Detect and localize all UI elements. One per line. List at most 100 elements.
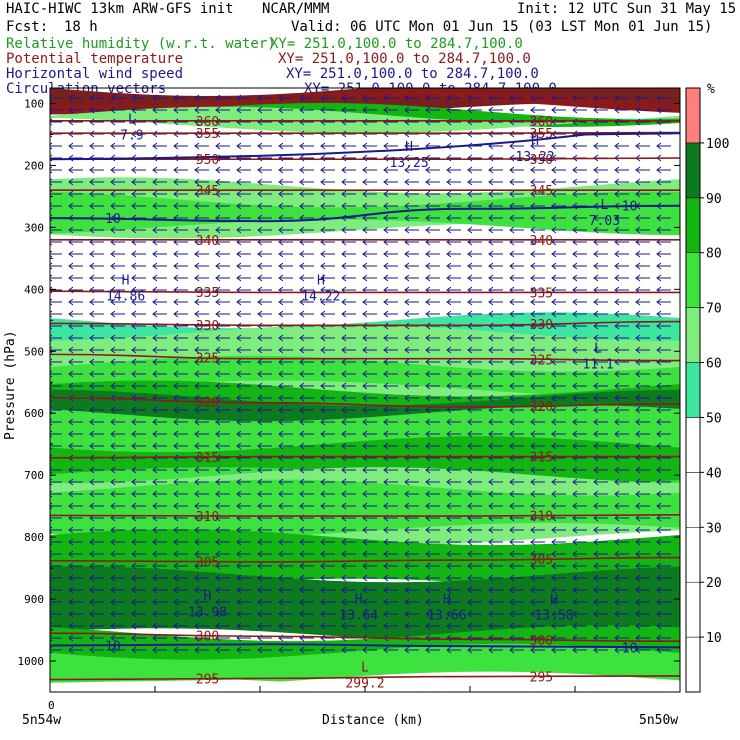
vector-head (404, 274, 410, 282)
vector-head (110, 166, 116, 174)
vector-head (404, 250, 410, 258)
extremum-value: 13.25 (390, 156, 429, 171)
vector-head (383, 442, 389, 450)
vector-head (656, 538, 662, 546)
vector-head (425, 622, 431, 630)
vector-head (362, 178, 368, 186)
vector-head (131, 526, 137, 534)
vector-head (404, 406, 410, 414)
vector-head (194, 118, 200, 126)
vector-head (593, 250, 599, 258)
vector-head (110, 562, 116, 570)
vector-head (404, 310, 410, 318)
vector-head (614, 262, 620, 270)
vector-head (404, 298, 410, 306)
vector-head (236, 622, 242, 630)
vector-head (593, 346, 599, 354)
vector-head (320, 394, 326, 402)
vector-head (257, 646, 263, 654)
vector-head (551, 166, 557, 174)
vector-head (320, 142, 326, 150)
vector-head (341, 202, 347, 210)
vector-head (656, 562, 662, 570)
vector-head (488, 442, 494, 450)
vector-head (530, 610, 536, 618)
vector-head (299, 502, 305, 510)
vector-head (656, 274, 662, 282)
vector-head (509, 538, 515, 546)
vector-head (572, 142, 578, 150)
vector-head (89, 166, 95, 174)
vector-head (257, 298, 263, 306)
vector-head (299, 190, 305, 198)
vector-head (593, 370, 599, 378)
vector-head (656, 622, 662, 630)
vector-head (89, 442, 95, 450)
vector-head (215, 418, 221, 426)
vector-head (488, 538, 494, 546)
vector-head (299, 310, 305, 318)
vector-head (50, 610, 53, 618)
vector-head (425, 550, 431, 558)
vector-head (278, 118, 284, 126)
vector-head (635, 394, 641, 402)
vector-head (446, 418, 452, 426)
vector-head (614, 586, 620, 594)
colorbar-tick-label: 50 (706, 411, 722, 426)
vector-head (635, 310, 641, 318)
vector-head (383, 178, 389, 186)
colorbar-swatch (685, 307, 701, 363)
vector-head (68, 466, 74, 474)
legend-vectors-name: Circulation vectors (6, 81, 166, 97)
vector-head (383, 382, 389, 390)
vector-head (341, 178, 347, 186)
vector-head (467, 106, 473, 114)
vector-head (404, 94, 410, 102)
vector-head (68, 382, 74, 390)
colorbar-swatch (685, 527, 701, 583)
vector-head (362, 346, 368, 354)
vector-head (614, 370, 620, 378)
vector-head (299, 466, 305, 474)
vector-head (257, 526, 263, 534)
vector-head (614, 538, 620, 546)
vector-head (110, 334, 116, 342)
vector-head (68, 106, 74, 114)
vector-head (467, 178, 473, 186)
vector-head (425, 382, 431, 390)
vector-head (173, 574, 179, 582)
vector-head (68, 598, 74, 606)
vector-head (341, 382, 347, 390)
vector-head (173, 610, 179, 618)
vector-head (110, 250, 116, 258)
vector-head (50, 262, 53, 270)
vector-head (383, 430, 389, 438)
vector-head (278, 334, 284, 342)
vector-head (299, 106, 305, 114)
vector-head (110, 586, 116, 594)
extremum-value: 13.98 (188, 605, 227, 620)
vector-head (68, 610, 74, 618)
wind-contour (50, 132, 680, 161)
vector-head (446, 94, 452, 102)
vector-head (131, 418, 137, 426)
y-tick-label: 1000 (18, 655, 45, 668)
contour-labels: 295 295 300 300 305 305 310 310 315 315 320 320 325 3… (105, 115, 637, 688)
vector-head (362, 610, 368, 618)
vector-head (110, 142, 116, 150)
vector-head (572, 334, 578, 342)
extremum-value: 13.64 (339, 608, 378, 623)
vector-head (404, 586, 410, 594)
vector-head (110, 646, 116, 654)
vector-head (299, 298, 305, 306)
vector-head (446, 142, 452, 150)
vector-head (110, 118, 116, 126)
theta-label: 320 (196, 395, 219, 410)
vector-head (299, 430, 305, 438)
vector-head (236, 598, 242, 606)
vector-head (110, 310, 116, 318)
vector-head (152, 406, 158, 414)
vector-head (320, 106, 326, 114)
vector-head (488, 646, 494, 654)
vector-head (110, 634, 116, 642)
